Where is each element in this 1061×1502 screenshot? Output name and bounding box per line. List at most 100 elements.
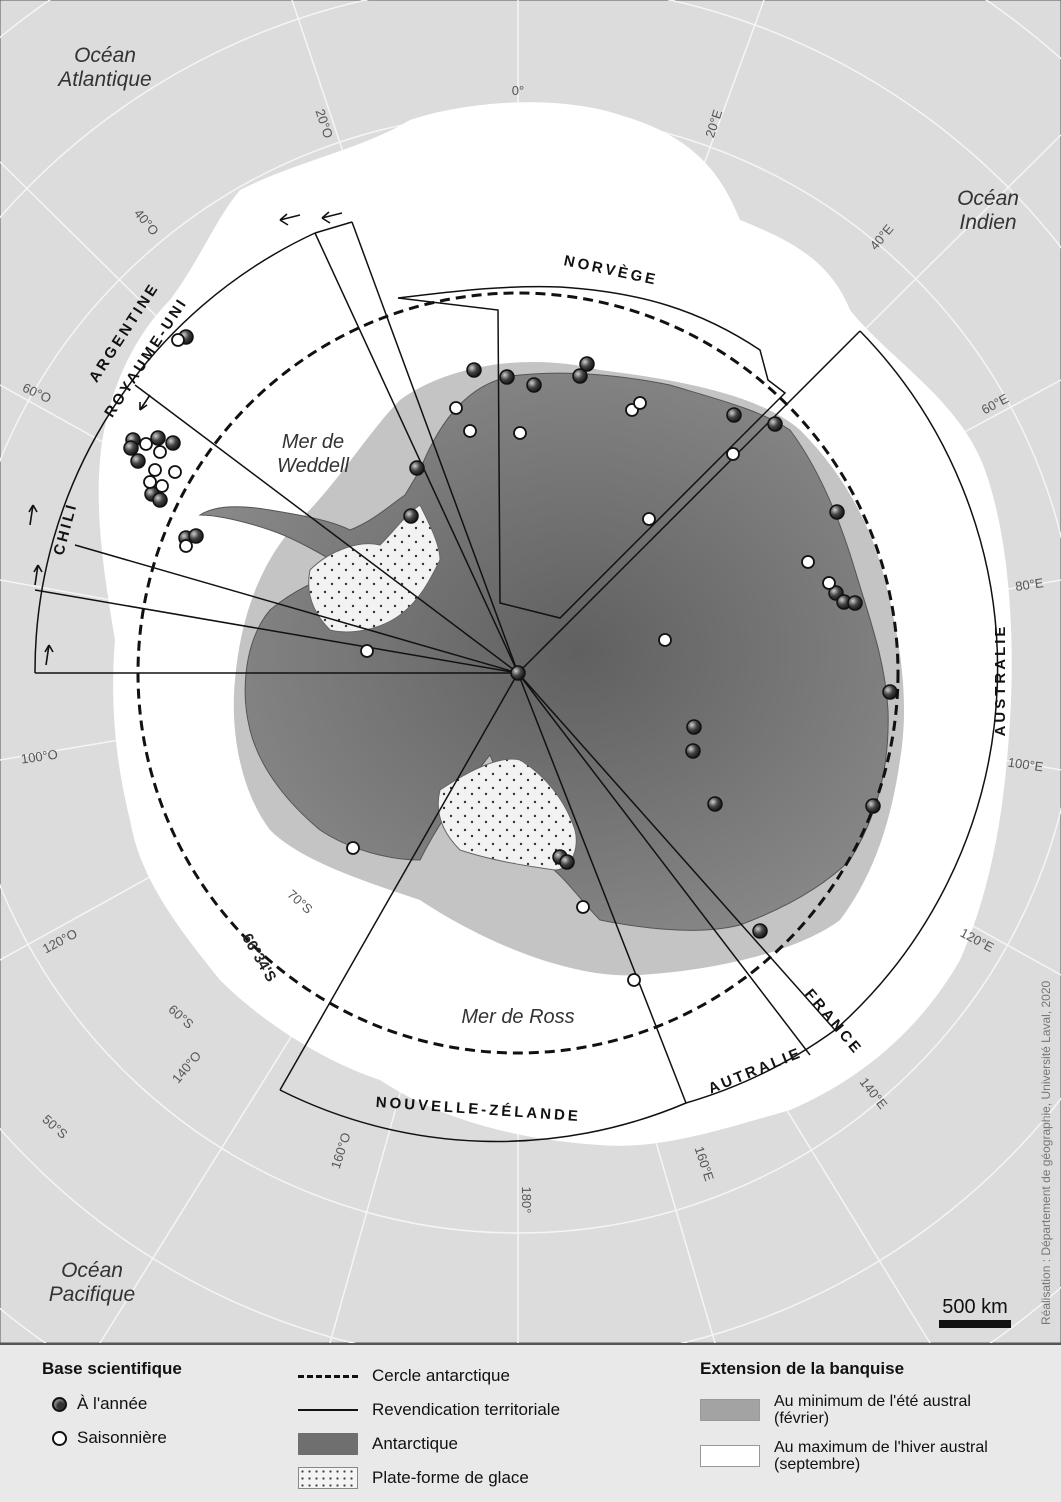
label-pacific-1: Océan: [61, 1259, 123, 1282]
seasonal-base-icon: [52, 1430, 67, 1446]
ross-ice-shelf: [437, 758, 577, 871]
seasonal-base: [658, 633, 672, 647]
legend-features: Cercle antarctique Revendication territo…: [298, 1359, 560, 1495]
seasonal-base: [576, 900, 590, 914]
legend-summer-min-line2: (février): [774, 1410, 830, 1427]
claim-arcs: [34, 221, 999, 1143]
legend-bases: Base scientifique À l'année Saisonnière: [42, 1359, 182, 1455]
seasonal-base: [139, 437, 153, 451]
legend-summer-min-text: Au minimum de l'été austral (février): [774, 1393, 971, 1427]
antarctica-map: Océan Atlantique Océan Indien Océan Paci…: [0, 0, 1061, 1343]
seasonal-base: [726, 447, 740, 461]
year-round-base: [707, 796, 723, 812]
seasonal-base: [171, 333, 185, 347]
legend-seasonal: Saisonnière: [42, 1421, 182, 1455]
year-round-base: [752, 923, 768, 939]
label-indian-1: Océan: [957, 187, 1019, 210]
claim-arrows: [28, 211, 343, 666]
label-weddell-1: Mer de: [282, 431, 344, 453]
year-round-base: [526, 377, 542, 393]
year-round-bases: [123, 329, 898, 939]
label-pacific-2: Pacifique: [49, 1283, 135, 1306]
lon-100e-label: 100°E: [1007, 755, 1045, 775]
legend-summer-min-line1: Au minimum de l'été austral: [774, 1393, 971, 1410]
year-round-base: [829, 504, 845, 520]
legend-year-round-label: À l'année: [77, 1394, 148, 1413]
legend-ice-shelf-label: Plate-forme de glace: [372, 1468, 529, 1487]
seasonal-base: [155, 479, 169, 493]
claim-lines: [34, 221, 861, 1104]
legend: Base scientifique À l'année Saisonnière …: [0, 1343, 1061, 1502]
legend-sea-ice: Extension de la banquise Au minimum de l…: [700, 1359, 988, 1479]
legend-antarctic-circle-label: Cercle antarctique: [372, 1366, 510, 1385]
solid-line-swatch: [298, 1409, 358, 1411]
scale-bar: [939, 1320, 1011, 1328]
year-round-base: [847, 595, 863, 611]
label-atlantic-1: Océan: [74, 44, 136, 67]
seasonal-base: [449, 401, 463, 415]
antarctica-swatch: [298, 1433, 358, 1455]
label-ross: Mer de Ross: [461, 1006, 574, 1028]
year-round-base: [685, 743, 701, 759]
year-round-base: [403, 508, 419, 524]
seasonal-base: [153, 445, 167, 459]
ice-shelf-swatch: [298, 1467, 358, 1489]
legend-claim: Revendication territoriale: [298, 1393, 560, 1427]
year-round-base: [686, 719, 702, 735]
seasonal-base: [801, 555, 815, 569]
label-indian-2: Indien: [959, 211, 1016, 234]
summer-min-swatch: [700, 1399, 760, 1421]
norway-claim-outline: [397, 285, 787, 619]
year-round-base: [409, 460, 425, 476]
legend-winter-max-line2: (septembre): [774, 1456, 861, 1473]
scale-bar-label: 500 km: [942, 1296, 1008, 1318]
south-pole: [510, 665, 526, 681]
year-round-base: [130, 453, 146, 469]
seasonal-base: [148, 463, 162, 477]
lon-0-label: 0°: [512, 83, 524, 98]
seasonal-base: [463, 424, 477, 438]
seasonal-base: [346, 841, 360, 855]
year-round-base: [865, 798, 881, 814]
year-round-base: [572, 368, 588, 384]
year-round-base: [188, 528, 204, 544]
legend-winter-max-line1: Au maximum de l'hiver austral: [774, 1439, 988, 1456]
year-round-base: [150, 430, 166, 446]
seasonal-base: [360, 644, 374, 658]
legend-claim-label: Revendication territoriale: [372, 1400, 561, 1419]
year-round-base: [499, 369, 515, 385]
label-weddell-2: Weddell: [277, 455, 349, 477]
legend-year-round: À l'année: [42, 1387, 182, 1421]
seasonal-base: [822, 576, 836, 590]
legend-seasonal-label: Saisonnière: [77, 1428, 167, 1447]
year-round-base: [579, 356, 595, 372]
credit-text: Réalisation : Département de géographie,…: [1039, 980, 1053, 1325]
dashed-line-swatch: [298, 1374, 358, 1378]
year-round-base: [767, 416, 783, 432]
antarctic-circle: [136, 291, 900, 1055]
seasonal-base: [179, 539, 193, 553]
legend-sea-ice-title: Extension de la banquise: [700, 1359, 905, 1378]
seasonal-base: [168, 465, 182, 479]
year-round-base: [165, 435, 181, 451]
ronne-filchner-ice-shelf: [308, 504, 441, 633]
legend-bases-title: Base scientifique: [42, 1359, 182, 1378]
year-round-base: [152, 492, 168, 508]
lon-100w-label: 100°O: [20, 747, 59, 767]
legend-winter-max-text: Au maximum de l'hiver austral (septembre…: [774, 1439, 988, 1473]
year-round-base: [726, 407, 742, 423]
legend-summer-min: Au minimum de l'été austral (février): [700, 1387, 988, 1433]
legend-antarctica: Antarctique: [298, 1427, 560, 1461]
claim-australia-east-label: AUSTRALIE: [992, 624, 1009, 737]
legend-antarctica-label: Antarctique: [372, 1434, 458, 1453]
label-atlantic-2: Atlantique: [56, 68, 151, 91]
legend-ice-shelf: Plate-forme de glace: [298, 1461, 560, 1495]
lon-180-label: 180°: [519, 1187, 534, 1214]
year-round-base: [466, 362, 482, 378]
seasonal-base: [633, 396, 647, 410]
seasonal-bases: [139, 333, 836, 987]
seasonal-base: [627, 973, 641, 987]
seasonal-base: [642, 512, 656, 526]
legend-antarctic-circle: Cercle antarctique: [298, 1359, 560, 1393]
seasonal-base: [143, 475, 157, 489]
